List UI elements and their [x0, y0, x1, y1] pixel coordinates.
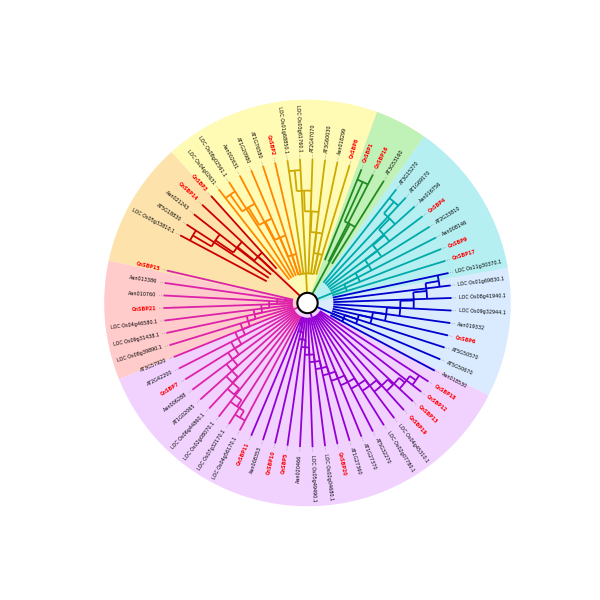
Text: Aan019332: Aan019332: [457, 322, 486, 331]
Text: LOC Os01g69830.1: LOC Os01g69830.1: [458, 277, 505, 287]
Text: LOC Os08g41940.1: LOC Os08g41940.1: [459, 293, 506, 300]
Text: AT1G27370: AT1G27370: [362, 443, 377, 471]
Text: LOC Os02g08070.1: LOC Os02g08070.1: [183, 421, 216, 461]
Text: CnSBP9: CnSBP9: [447, 236, 469, 248]
Text: LOC Os04g45310.1: LOC Os04g45310.1: [397, 422, 429, 463]
Text: LOC Os09g32944.1: LOC Os09g32944.1: [458, 308, 506, 316]
Text: CnSBP10: CnSBP10: [265, 450, 276, 475]
Text: Aan006288: Aan006288: [163, 392, 188, 413]
Text: Aan016756: Aan016756: [418, 181, 443, 203]
Polygon shape: [308, 136, 511, 395]
Text: Aan020466: Aan020466: [296, 454, 302, 482]
Text: AT1G20980: AT1G20980: [235, 136, 251, 164]
Text: AT5G50670: AT5G50670: [446, 360, 474, 376]
Text: LOC Os05g49490.1: LOC Os05g49490.1: [310, 454, 317, 502]
Text: LOC Os06g44860.1: LOC Os06g44860.1: [170, 412, 206, 450]
Text: LOC Os01g68850.1: LOC Os01g68850.1: [277, 106, 289, 153]
Text: CnSBP12: CnSBP12: [425, 394, 448, 413]
Text: LOC Os02g07780.1: LOC Os02g07780.1: [386, 430, 415, 473]
Text: Aan002631: Aan002631: [221, 143, 239, 170]
Text: LOC Os04g02631: LOC Os04g02631: [186, 149, 216, 185]
Text: CnSBP6: CnSBP6: [455, 335, 476, 344]
Text: Aan018299: Aan018299: [337, 127, 347, 155]
Text: AT3G57920: AT3G57920: [140, 358, 168, 373]
Text: Aan021243: Aan021243: [164, 190, 190, 212]
Text: LOC Os08g02561.1: LOC Os08g02561.1: [197, 135, 227, 177]
Text: AT2G33810: AT2G33810: [434, 205, 461, 225]
Text: AT5G18830: AT5G18830: [155, 203, 182, 223]
Text: LOC Os04g46580.1: LOC Os04g46580.1: [110, 319, 157, 329]
Text: CnSBP7: CnSBP7: [160, 381, 181, 397]
Text: CnSBP2: CnSBP2: [266, 134, 276, 156]
Text: LOC Os02g04680.1: LOC Os02g04680.1: [323, 453, 334, 500]
Text: CnSBP13: CnSBP13: [416, 404, 438, 425]
Text: CnSBP21: CnSBP21: [131, 306, 156, 311]
Text: CnSBP19: CnSBP19: [407, 414, 427, 436]
Text: AT3G60030: AT3G60030: [323, 124, 332, 153]
Polygon shape: [172, 100, 424, 303]
Text: LOC Os08g39890.1: LOC Os08g39890.1: [117, 345, 163, 364]
Polygon shape: [104, 261, 308, 379]
Text: Aan013386: Aan013386: [129, 275, 158, 284]
Text: Aan018530: Aan018530: [440, 372, 467, 389]
Text: LOC Os09g31438.1: LOC Os09g31438.1: [113, 332, 160, 347]
Polygon shape: [109, 152, 308, 303]
Text: AT3G15270: AT3G15270: [399, 160, 421, 185]
Circle shape: [298, 293, 317, 313]
Text: Aan008353: Aan008353: [250, 446, 263, 475]
Text: AT2G42200: AT2G42200: [146, 370, 173, 387]
Text: CnSBP3: CnSBP3: [190, 173, 208, 192]
Text: AT1G76580: AT1G76580: [250, 131, 263, 160]
Text: CnSBP14: CnSBP14: [177, 181, 199, 202]
Text: CnSBP1: CnSBP1: [362, 142, 374, 163]
Text: LOC Os03g61760.1: LOC Os03g61760.1: [295, 104, 302, 152]
Text: AT3G53160: AT3G53160: [386, 149, 405, 176]
Text: CnSBP15: CnSBP15: [135, 261, 160, 271]
Text: AT1G27360: AT1G27360: [349, 447, 362, 476]
Text: CnSBP20: CnSBP20: [337, 451, 347, 476]
Text: CnSBP4: CnSBP4: [427, 197, 447, 214]
Text: Aan010760: Aan010760: [128, 291, 157, 298]
Text: CnSBP16: CnSBP16: [374, 145, 390, 169]
Text: CnSBP5: CnSBP5: [281, 453, 289, 475]
Polygon shape: [308, 136, 508, 303]
Text: CnSBP8: CnSBP8: [349, 137, 361, 159]
Polygon shape: [308, 112, 424, 303]
Text: AT5G50570: AT5G50570: [451, 347, 479, 361]
Text: CnSBP11: CnSBP11: [236, 442, 251, 466]
Text: AT1G69170: AT1G69170: [409, 170, 432, 194]
Text: LOC Os04g56170.1: LOC Os04g56170.1: [212, 436, 239, 479]
Text: AT5G32270: AT5G32270: [374, 437, 391, 464]
Polygon shape: [119, 303, 488, 506]
Text: CnSBP17: CnSBP17: [452, 249, 476, 261]
Text: Aan008146: Aan008146: [442, 219, 469, 236]
Text: AT2G47070: AT2G47070: [310, 123, 316, 152]
Text: AT1G02065: AT1G02065: [172, 403, 197, 425]
Text: LOC Os11g30370.1: LOC Os11g30370.1: [455, 259, 502, 274]
Text: CnSBP18: CnSBP18: [433, 383, 457, 401]
Text: LOC Os07g32170.1: LOC Os07g32170.1: [197, 429, 227, 471]
Text: LOC Os05g33810.1: LOC Os05g33810.1: [131, 208, 175, 234]
